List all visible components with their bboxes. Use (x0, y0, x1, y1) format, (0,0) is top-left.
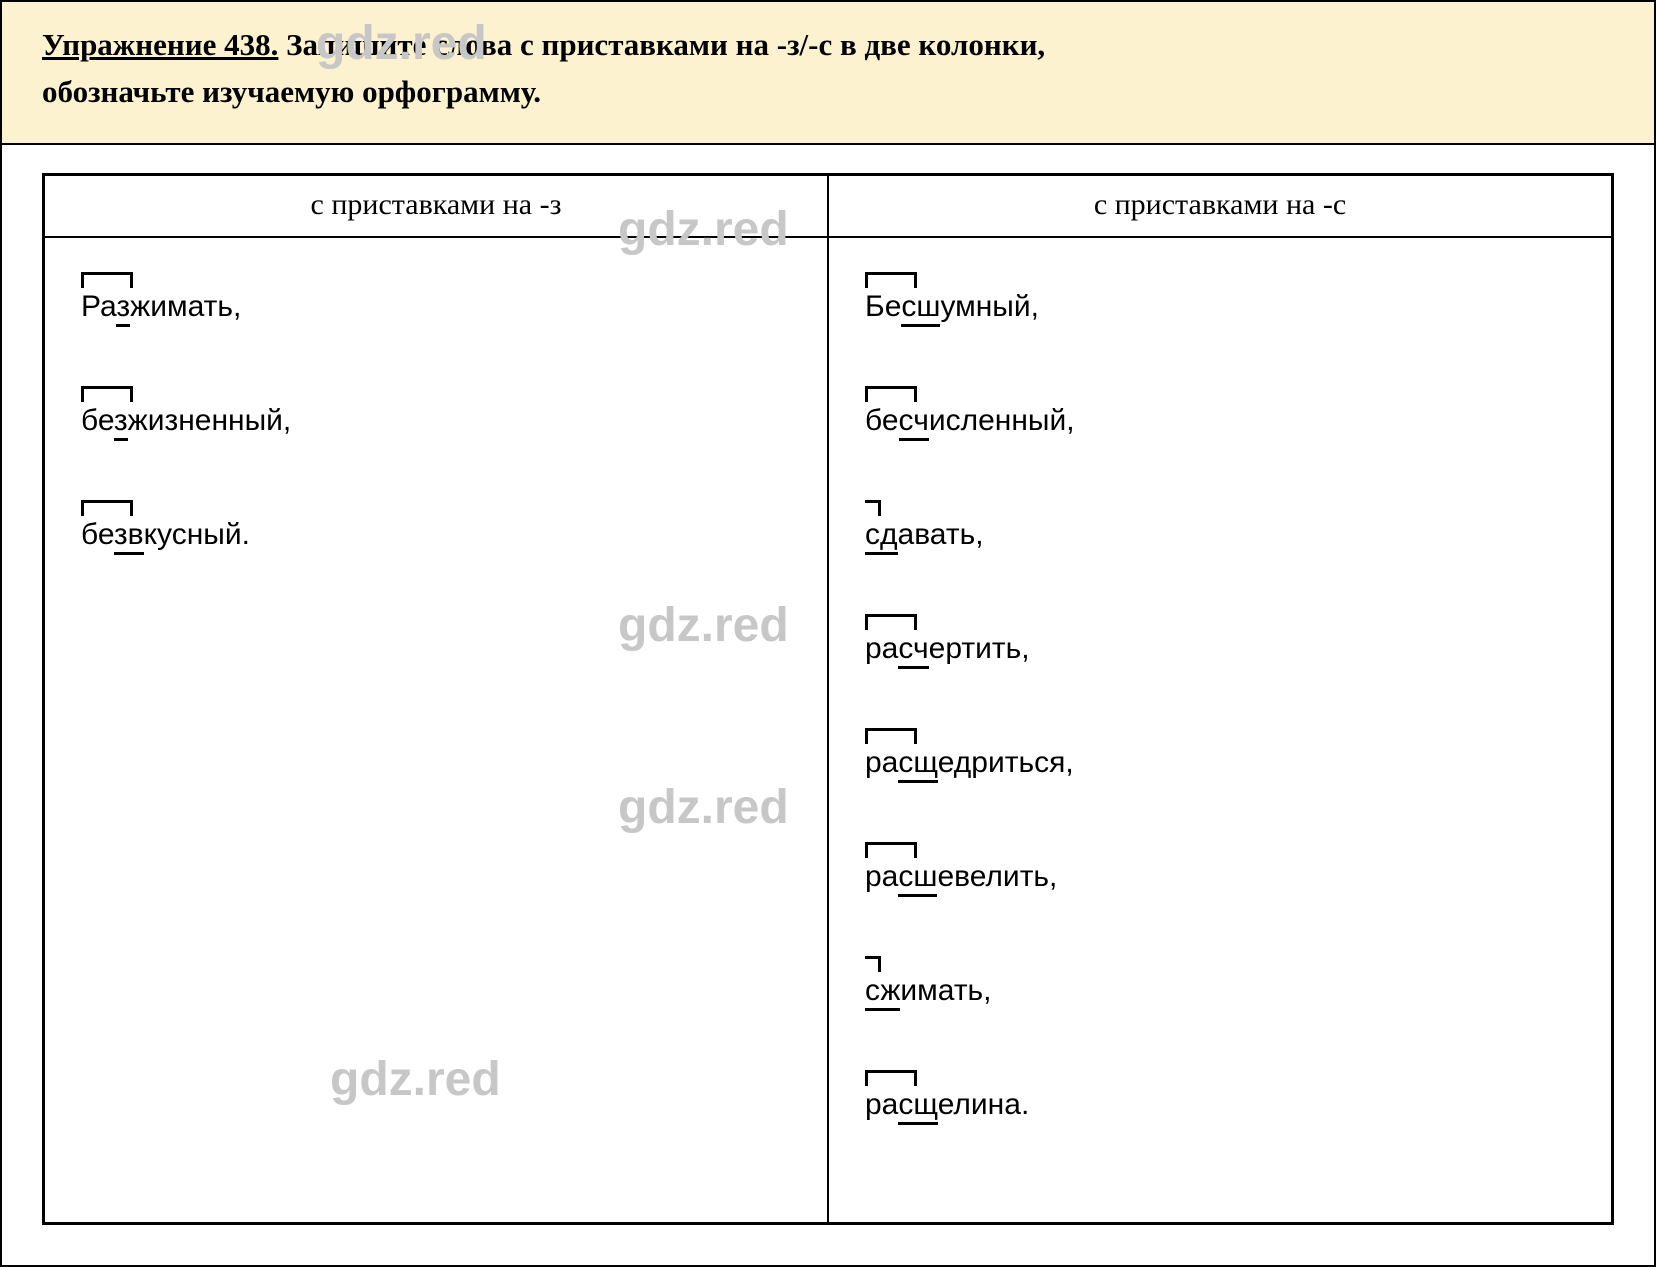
word-before: ра (865, 746, 898, 779)
word-item: расщелина. (865, 1088, 1575, 1174)
word-item: безжизненный, (81, 404, 791, 490)
prefix-bracket (865, 614, 917, 630)
word-item: сжимать, (865, 974, 1575, 1060)
word-item: Разжимать, (81, 290, 791, 376)
word-underlined: сч (898, 632, 928, 669)
word-after: едриться, (938, 746, 1074, 779)
word-after: имать, (900, 974, 991, 1007)
word-underlined: з (116, 290, 130, 327)
word-underlined: сд (865, 518, 898, 555)
word: безжизненный, (81, 404, 291, 438)
word: Бесшумный, (865, 290, 1039, 324)
prefix-bracket (865, 1070, 917, 1086)
exercise-instruction: Упражнение 438. Запишите слова с пристав… (42, 22, 1614, 115)
word: расщедриться, (865, 746, 1074, 780)
word-after: исленный, (929, 404, 1075, 437)
word-item: расшевелить, (865, 860, 1575, 946)
prefix-bracket (865, 500, 881, 516)
prefix-bracket (865, 272, 917, 288)
prefix-bracket (865, 386, 917, 402)
prefix-bracket (865, 728, 917, 744)
word-item: Бесшумный, (865, 290, 1575, 376)
word: сдавать, (865, 518, 984, 552)
word: безвкусный. (81, 518, 250, 552)
col2-header: с приставками на -с (828, 175, 1613, 238)
word-before: бе (81, 518, 114, 551)
col1-header: с приставками на -з (44, 175, 829, 238)
word-underlined: сч (899, 404, 929, 441)
word-after: жимать, (130, 290, 241, 323)
word-before: ра (865, 860, 898, 893)
word-after: ертить, (929, 632, 1030, 665)
prefix-bracket (81, 272, 133, 288)
word: расчертить, (865, 632, 1030, 666)
word-after: кусный. (144, 518, 250, 551)
word-underlined: з (114, 404, 128, 441)
word-before: ра (865, 632, 898, 665)
exercise-number: Упражнение 438. (42, 27, 278, 62)
word: расшевелить, (865, 860, 1057, 894)
prefix-bracket (81, 386, 133, 402)
exercise-header: Упражнение 438. Запишите слова с пристав… (2, 2, 1654, 145)
word-after: евелить, (937, 860, 1057, 893)
word-item: расщедриться, (865, 746, 1575, 832)
word-underlined: сш (898, 860, 937, 897)
word-item: сдавать, (865, 518, 1575, 604)
word-item: бесчисленный, (865, 404, 1575, 490)
table-row: Разжимать,безжизненный,безвкусный. Бесшу… (44, 237, 1613, 1224)
word-before: бе (865, 404, 899, 437)
word-before: Ра (81, 290, 116, 323)
word-after: жизненный, (128, 404, 292, 437)
word-item: расчертить, (865, 632, 1575, 718)
word-underlined: зв (114, 518, 144, 555)
instruction-text-2: обозначьте изучаемую орфограмму. (42, 74, 541, 109)
prefix-bracket (865, 842, 917, 858)
word-before: ра (865, 1088, 898, 1121)
word-underlined: сщ (898, 1088, 937, 1125)
instruction-text-1: Запишите слова с приставками на -з/-с в … (278, 27, 1045, 62)
word-item: безвкусный. (81, 518, 791, 604)
word: сжимать, (865, 974, 992, 1008)
word: бесчисленный, (865, 404, 1075, 438)
prefix-bracket (865, 956, 881, 972)
exercise-body: с приставками на -з с приставками на -с … (2, 145, 1654, 1265)
word-underlined: сщ (898, 746, 937, 783)
word-after: авать, (898, 518, 984, 551)
word-after: елина. (938, 1088, 1030, 1121)
exercise-container: Упражнение 438. Запишите слова с пристав… (0, 0, 1656, 1267)
word-before: Бе (865, 290, 901, 323)
words-table: с приставками на -з с приставками на -с … (42, 173, 1614, 1225)
prefix-bracket (81, 500, 133, 516)
word-underlined: сж (865, 974, 900, 1011)
word-before: бе (81, 404, 114, 437)
table-header-row: с приставками на -з с приставками на -с (44, 175, 1613, 238)
col1-cell: Разжимать,безжизненный,безвкусный. (44, 237, 829, 1224)
word-after: умный, (940, 290, 1039, 323)
word-underlined: сш (901, 290, 940, 327)
word: Разжимать, (81, 290, 241, 324)
col2-cell: Бесшумный,бесчисленный,сдавать,расчертит… (828, 237, 1613, 1224)
word: расщелина. (865, 1088, 1029, 1122)
